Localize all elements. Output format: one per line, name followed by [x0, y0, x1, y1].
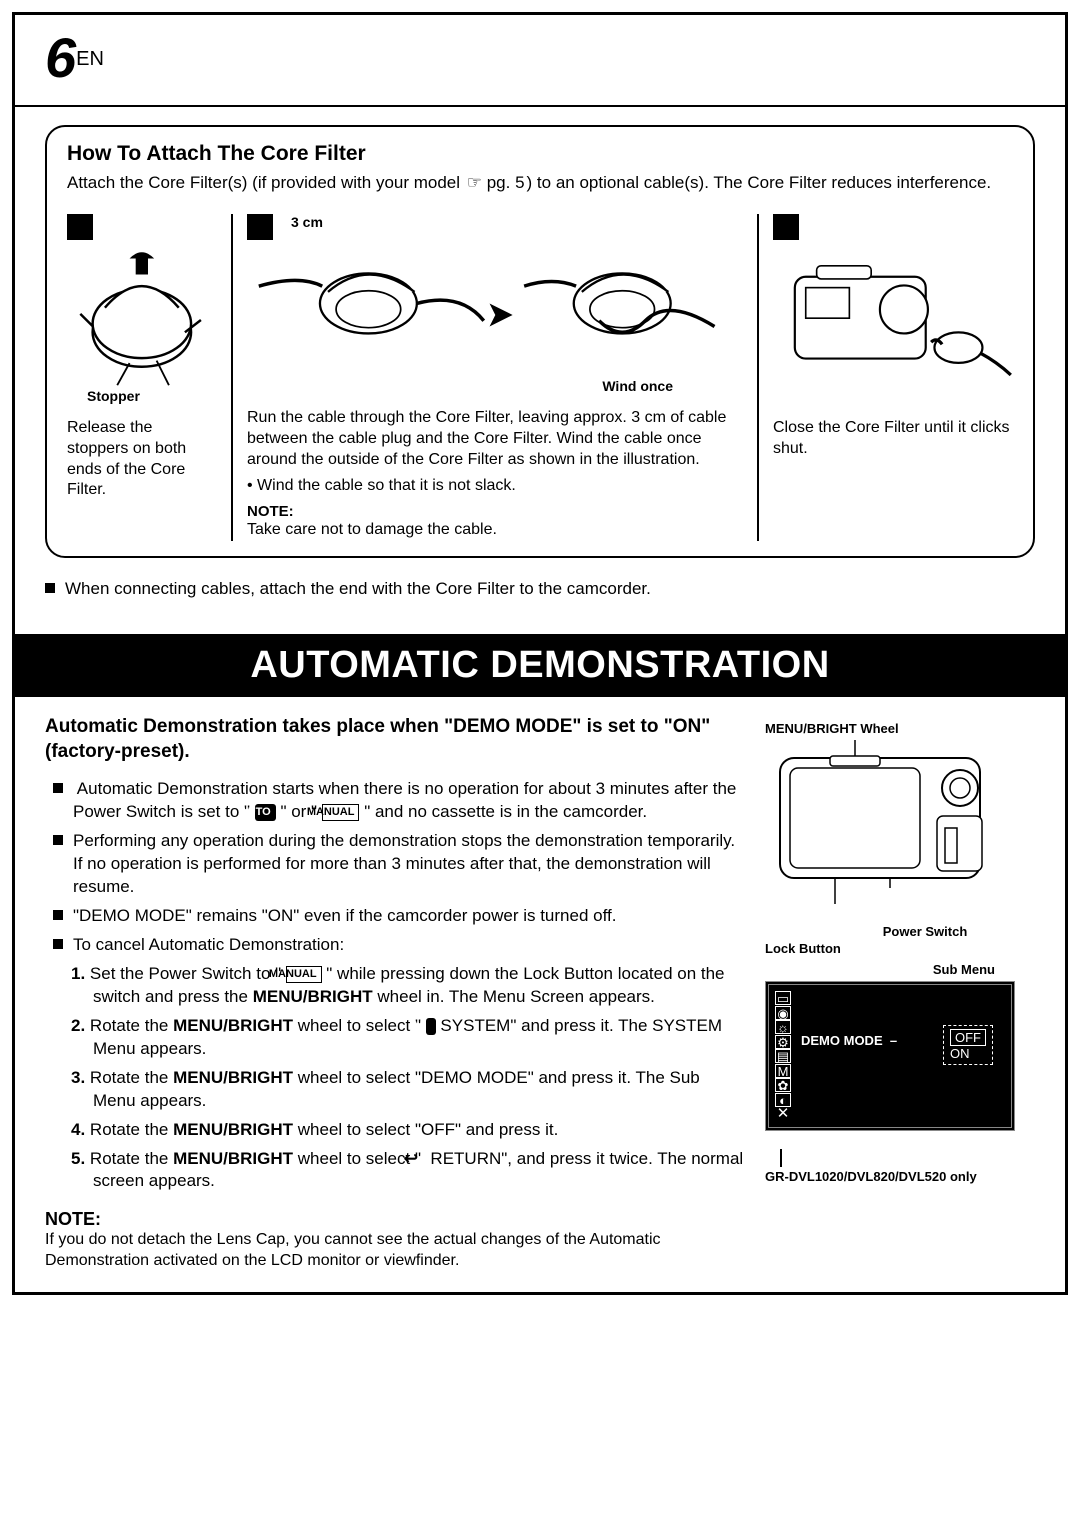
core-filter-title: How To Attach The Core Filter: [67, 142, 1013, 166]
lcd-icon-2: ◉: [775, 1006, 791, 1020]
s4-bold: MENU/BRIGHT: [173, 1120, 293, 1139]
demo-step-5: Rotate the MENU/BRIGHT wheel to select "…: [93, 1148, 745, 1194]
demo-bullet-list: Automatic Demonstration starts when ther…: [45, 778, 745, 957]
lcd-demo-mode-text: DEMO MODE –: [801, 1033, 897, 1048]
page-ref-icon: ☞ pg. 5: [467, 172, 525, 194]
s3-pre: Rotate the: [90, 1068, 173, 1087]
step-2-illustration: Wind once: [247, 240, 743, 390]
step-3-illustration: [773, 240, 1013, 400]
lcd-icon-7: ✿: [775, 1078, 791, 1092]
s2-pre: Rotate the: [90, 1016, 173, 1035]
core-filter-area: How To Attach The Core Filter Attach the…: [15, 107, 1065, 614]
step-2-bullet-text: Wind the cable so that it is not slack.: [257, 477, 516, 494]
demo-step-1: Set the Power Switch to " MANUAL " while…: [93, 963, 745, 1009]
demo-steps-list: Set the Power Switch to " MANUAL " while…: [93, 963, 745, 1193]
step-2-bullet: • Wind the cable so that it is not slack…: [247, 476, 743, 497]
manual-badge-2: MANUAL: [286, 966, 322, 983]
cable-wind-icon: [253, 240, 738, 390]
power-switch-label: Power Switch: [765, 924, 1035, 939]
page-header: 6EN: [15, 15, 1065, 107]
distance-label: 3 cm: [291, 214, 323, 230]
auto-demo-title-bar: AUTOMATIC DEMONSTRATION: [15, 634, 1065, 697]
demo-step-4: Rotate the MENU/BRIGHT wheel to select "…: [93, 1119, 745, 1142]
camcorder-illustration: [765, 738, 1015, 913]
s1-pre: Set the Power Switch to ": [90, 964, 286, 983]
lcd-icon-5: ▤: [775, 1049, 791, 1063]
intro-text-a: Attach the Core Filter(s) (if provided w…: [67, 173, 465, 192]
lcd-submenu-box: OFF ON: [943, 1025, 993, 1065]
demo-step-3: Rotate the MENU/BRIGHT wheel to select "…: [93, 1067, 745, 1113]
lcd-screen: ▭ ◉ ☼ ⚙ ▤ M ✿ ◐ ✕ DEMO MODE – OFF ON: [765, 981, 1015, 1131]
page-frame: 6EN How To Attach The Core Filter Attach…: [12, 12, 1068, 1295]
demo-bullet-4: To cancel Automatic Demonstration:: [73, 934, 745, 957]
core-filter-intro: Attach the Core Filter(s) (if provided w…: [67, 172, 1013, 194]
demo-step-2: Rotate the MENU/BRIGHT wheel to select "…: [93, 1015, 745, 1061]
s5-pre: Rotate the: [90, 1149, 173, 1168]
demo-bullet-3: "DEMO MODE" remains "ON" even if the cam…: [73, 905, 745, 928]
demo-bullet-1: Automatic Demonstration starts when ther…: [73, 778, 745, 824]
s1-post: wheel in. The Menu Screen appears.: [373, 987, 655, 1006]
steps-row: Stopper Release the stoppers on both end…: [67, 214, 1013, 541]
manual-badge: MANUAL: [322, 804, 360, 821]
intro-text-b: ) to an optional cable(s). The Core Filt…: [527, 173, 992, 192]
b1-post: " and no cassette is in the camcorder.: [359, 802, 647, 821]
lcd-pointer-line: [780, 1149, 782, 1167]
step-3-text: Close the Core Filter until it clicks sh…: [773, 418, 1013, 460]
step-1-col: Stopper Release the stoppers on both end…: [67, 214, 217, 541]
demo-note-label: NOTE:: [45, 1209, 745, 1230]
lcd-center-text: DEMO MODE: [801, 1033, 883, 1048]
step-2-note-text: Take care not to damage the cable.: [247, 520, 743, 541]
lcd-off-option: OFF: [950, 1029, 986, 1046]
core-filter-box: How To Attach The Core Filter Attach the…: [45, 125, 1035, 558]
s4-pre: Rotate the: [90, 1120, 173, 1139]
step-2-marker: [247, 214, 273, 240]
core-filter-open-icon: [68, 240, 216, 400]
s3-bold: MENU/BRIGHT: [173, 1068, 293, 1087]
demo-area: Automatic Demonstration takes place when…: [15, 697, 1065, 1272]
lcd-icon-close: ✕: [775, 1107, 791, 1121]
bullet-icon: [45, 583, 55, 593]
demo-bullet-2: Performing any operation during the demo…: [73, 830, 745, 899]
s2-mid: wheel to select ": [293, 1016, 426, 1035]
step-2-col: 3 cm: [247, 214, 743, 541]
divider-1: [231, 214, 233, 541]
s4-post: wheel to select "OFF" and press it.: [293, 1120, 558, 1139]
core-filter-footnote: When connecting cables, attach the end w…: [45, 578, 1035, 601]
model-note: GR-DVL1020/DVL820/DVL520 only: [765, 1169, 1035, 1184]
page-number: 6: [45, 25, 76, 90]
lcd-icon-column: ▭ ◉ ☼ ⚙ ▤ M ✿ ◐ ✕: [775, 991, 795, 1121]
demo-heading: Automatic Demonstration takes place when…: [45, 715, 745, 764]
lcd-icon-3: ☼: [775, 1020, 791, 1034]
page-lang: EN: [76, 48, 104, 70]
step-3-marker: [773, 214, 799, 240]
stopper-label: Stopper: [87, 388, 140, 404]
system-icon: ⚙: [426, 1018, 436, 1035]
demo-right-column: MENU/BRIGHT Wheel Power Switch Lock Butt…: [765, 715, 1035, 1272]
step-1-marker: [67, 214, 93, 240]
lcd-icon-6: M: [775, 1064, 791, 1078]
core-filter-footnote-text: When connecting cables, attach the end w…: [65, 578, 651, 601]
divider-2: [757, 214, 759, 541]
auto-badge: AUTO: [255, 804, 276, 821]
sub-menu-label: Sub Menu: [765, 962, 1035, 977]
lcd-icon-1: ▭: [775, 991, 791, 1005]
lock-button-label: Lock Button: [765, 941, 1035, 956]
demo-note-text: If you do not detach the Lens Cap, you c…: [45, 1230, 745, 1272]
wind-once-label: Wind once: [602, 378, 673, 394]
lcd-on-option: ON: [950, 1046, 970, 1061]
s2-bold: MENU/BRIGHT: [173, 1016, 293, 1035]
step-1-illustration: Stopper: [67, 240, 217, 400]
lcd-icon-4: ⚙: [775, 1035, 791, 1049]
wheel-label: MENU/BRIGHT Wheel: [765, 721, 1035, 736]
s5-bold: MENU/BRIGHT: [173, 1149, 293, 1168]
demo-left-column: Automatic Demonstration takes place when…: [45, 715, 745, 1272]
step-3-col: Close the Core Filter until it clicks sh…: [773, 214, 1013, 541]
step-2-note-label: NOTE:: [247, 503, 743, 520]
step-2-text: Run the cable through the Core Filter, l…: [247, 408, 743, 470]
camcorder-with-filter-icon: [773, 244, 1013, 397]
s1-bold: MENU/BRIGHT: [253, 987, 373, 1006]
step-1-text: Release the stoppers on both ends of the…: [67, 418, 217, 501]
